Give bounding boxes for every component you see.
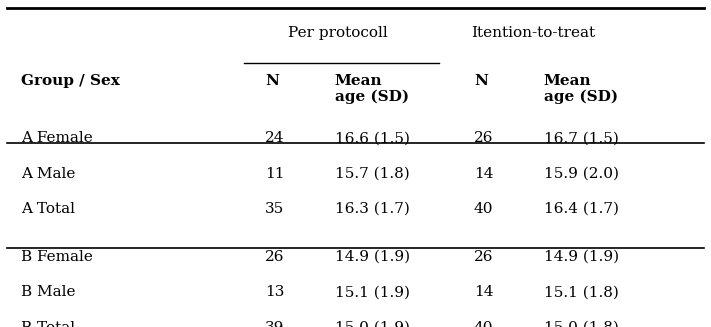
Text: 14.9 (1.9): 14.9 (1.9) [335,250,410,264]
Text: 13: 13 [265,285,284,299]
Text: N: N [265,74,279,88]
Text: 11: 11 [265,167,284,181]
Text: Itention-to-treat: Itention-to-treat [471,26,595,40]
Text: B Female: B Female [21,250,93,264]
Text: A Female: A Female [21,131,93,146]
Text: 39: 39 [265,320,284,327]
Text: Mean
age (SD): Mean age (SD) [544,74,618,104]
Text: 16.6 (1.5): 16.6 (1.5) [335,131,410,146]
Text: 16.3 (1.7): 16.3 (1.7) [335,202,410,216]
Text: 15.0 (1.9): 15.0 (1.9) [335,320,410,327]
Text: 14.9 (1.9): 14.9 (1.9) [544,250,619,264]
Text: 24: 24 [265,131,284,146]
Text: Mean
age (SD): Mean age (SD) [335,74,409,104]
Text: 15.1 (1.9): 15.1 (1.9) [335,285,410,299]
Text: 35: 35 [265,202,284,216]
Text: 15.7 (1.8): 15.7 (1.8) [335,167,410,181]
Text: 26: 26 [265,250,284,264]
Text: N: N [474,74,488,88]
Text: B Male: B Male [21,285,75,299]
Text: 15.1 (1.8): 15.1 (1.8) [544,285,619,299]
Text: 14: 14 [474,167,493,181]
Text: 26: 26 [474,131,493,146]
Text: 40: 40 [474,202,493,216]
Text: A Total: A Total [21,202,75,216]
Text: 16.4 (1.7): 16.4 (1.7) [544,202,619,216]
Text: B Total: B Total [21,320,75,327]
Text: 40: 40 [474,320,493,327]
Text: Per protocoll: Per protocoll [288,26,388,40]
Text: 15.9 (2.0): 15.9 (2.0) [544,167,619,181]
Text: 16.7 (1.5): 16.7 (1.5) [544,131,619,146]
Text: A Male: A Male [21,167,75,181]
Text: 26: 26 [474,250,493,264]
Text: Group / Sex: Group / Sex [21,74,120,88]
Text: 15.0 (1.8): 15.0 (1.8) [544,320,619,327]
Text: 14: 14 [474,285,493,299]
